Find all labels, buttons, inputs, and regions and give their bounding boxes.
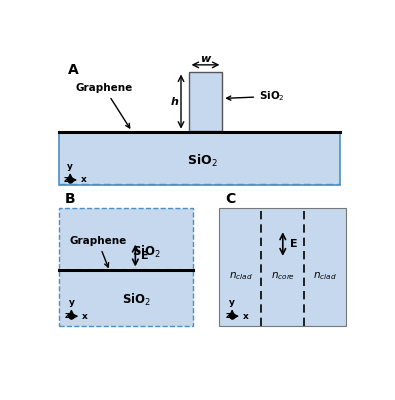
Bar xyxy=(219,208,346,326)
Text: x: x xyxy=(243,312,248,321)
Text: h: h xyxy=(170,96,178,106)
Bar xyxy=(58,208,193,326)
Text: $n_{core}$: $n_{core}$ xyxy=(271,270,295,282)
Text: A: A xyxy=(68,63,79,77)
Text: E: E xyxy=(290,239,297,249)
Text: SiO$_2$: SiO$_2$ xyxy=(227,90,285,103)
Text: z: z xyxy=(64,311,70,320)
Text: Graphene: Graphene xyxy=(76,83,133,128)
Text: w: w xyxy=(200,54,211,64)
Text: y: y xyxy=(229,298,235,307)
Text: z: z xyxy=(225,311,230,320)
Text: z: z xyxy=(63,175,68,184)
Text: x: x xyxy=(81,176,87,184)
Text: SiO$_2$: SiO$_2$ xyxy=(132,244,161,260)
Text: y: y xyxy=(68,298,74,307)
Text: SiO$_2$: SiO$_2$ xyxy=(187,153,218,169)
Text: $n_{clad}$: $n_{clad}$ xyxy=(313,270,337,282)
Text: x: x xyxy=(82,312,88,321)
Text: $n_{clad}$: $n_{clad}$ xyxy=(229,270,253,282)
Bar xyxy=(58,132,340,185)
Text: y: y xyxy=(67,162,73,171)
Text: SiO$_2$: SiO$_2$ xyxy=(122,292,151,308)
Text: C: C xyxy=(226,192,236,206)
Text: E: E xyxy=(141,250,149,260)
Bar xyxy=(189,72,222,131)
Text: Graphene: Graphene xyxy=(70,236,126,267)
Text: B: B xyxy=(65,192,75,206)
